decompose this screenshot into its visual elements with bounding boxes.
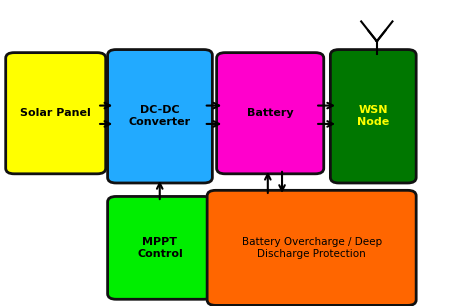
- Text: Battery Overcharge / Deep
Discharge Protection: Battery Overcharge / Deep Discharge Prot…: [242, 237, 382, 259]
- FancyBboxPatch shape: [330, 50, 416, 183]
- Text: DC-DC
Converter: DC-DC Converter: [129, 105, 191, 128]
- FancyBboxPatch shape: [217, 53, 324, 174]
- Text: MPPT
Control: MPPT Control: [137, 237, 183, 259]
- FancyBboxPatch shape: [6, 53, 106, 174]
- Text: WSN
Node: WSN Node: [357, 105, 390, 128]
- Text: Solar Panel: Solar Panel: [20, 108, 91, 118]
- Text: Battery: Battery: [247, 108, 293, 118]
- FancyBboxPatch shape: [207, 190, 416, 305]
- FancyBboxPatch shape: [108, 50, 212, 183]
- FancyBboxPatch shape: [108, 196, 212, 299]
